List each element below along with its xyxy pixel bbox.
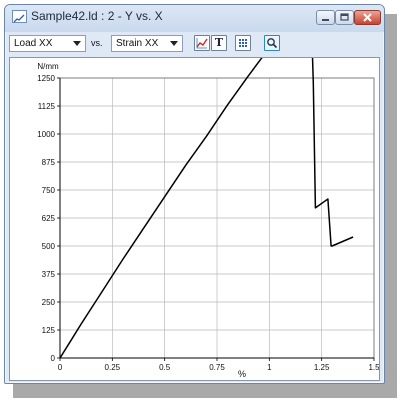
x-channel-select[interactable]: Strain XX [111, 35, 183, 52]
y-tick-label: 875 [42, 158, 56, 167]
maximize-button[interactable] [335, 10, 354, 25]
x-tick-label: 0.25 [105, 363, 121, 372]
grid-button[interactable] [235, 35, 251, 51]
plot-area[interactable]: 0 0.25 0.5 0.75 1 1.25 1.5 0 125 250 375 500 625 750 8… [9, 14, 380, 381]
grid-icon [239, 39, 247, 47]
vs-label: vs. [91, 38, 103, 48]
minimize-icon [322, 19, 329, 21]
minimize-button[interactable] [316, 10, 335, 25]
chevron-down-icon [170, 41, 178, 46]
line-plot-icon [196, 38, 208, 49]
y-tick-label: 750 [42, 186, 56, 195]
y-tick-label: 375 [42, 270, 56, 279]
line-plot-button[interactable] [194, 35, 210, 51]
x-tick-label: 1.5 [368, 363, 379, 372]
y-axis-label: N/mm [37, 62, 59, 71]
y-channel-value: Load XX [14, 38, 53, 49]
y-tick-label: 250 [42, 298, 56, 307]
zoom-icon [267, 38, 278, 49]
y-tick-label: 625 [42, 214, 56, 223]
y-channel-select[interactable]: Load XX [9, 35, 86, 52]
y-tick-label: 1000 [37, 130, 55, 139]
window-title: Sample42.ld : 2 - Y vs. X [31, 9, 163, 23]
plot-window[interactable]: Sample42.ld : 2 - Y vs. X Load XX vs. St… [4, 4, 385, 384]
zoom-button[interactable] [264, 35, 280, 51]
close-icon [363, 13, 372, 22]
y-tick-label: 125 [42, 326, 56, 335]
x-tick-label: 1 [267, 363, 272, 372]
x-tick-label: 0 [58, 363, 63, 372]
x-axis-label: % [238, 369, 246, 379]
maximize-icon [340, 13, 349, 21]
chevron-down-icon [73, 41, 81, 46]
x-tick-label: 0.75 [209, 363, 225, 372]
toolbar: Load XX vs. Strain XX T [5, 32, 384, 56]
x-channel-value: Strain XX [116, 38, 159, 49]
x-tick-label: 1.25 [314, 363, 330, 372]
line-chart-icon [12, 10, 27, 23]
y-tick-label: 1250 [37, 74, 55, 83]
close-button[interactable] [354, 10, 381, 25]
y-tick-label: 1125 [38, 102, 56, 111]
title-bar[interactable]: Sample42.ld : 2 - Y vs. X [5, 5, 384, 32]
text-annotation-button[interactable]: T [211, 35, 227, 51]
y-tick-label: 500 [42, 242, 56, 251]
text-icon: T [214, 36, 224, 49]
x-tick-label: 0.5 [159, 363, 171, 372]
series-line [59, 14, 354, 359]
chart[interactable]: 0 0.25 0.5 0.75 1 1.25 1.5 0 125 250 375 500 625 750 8… [10, 14, 380, 380]
y-tick-label: 0 [51, 354, 56, 363]
